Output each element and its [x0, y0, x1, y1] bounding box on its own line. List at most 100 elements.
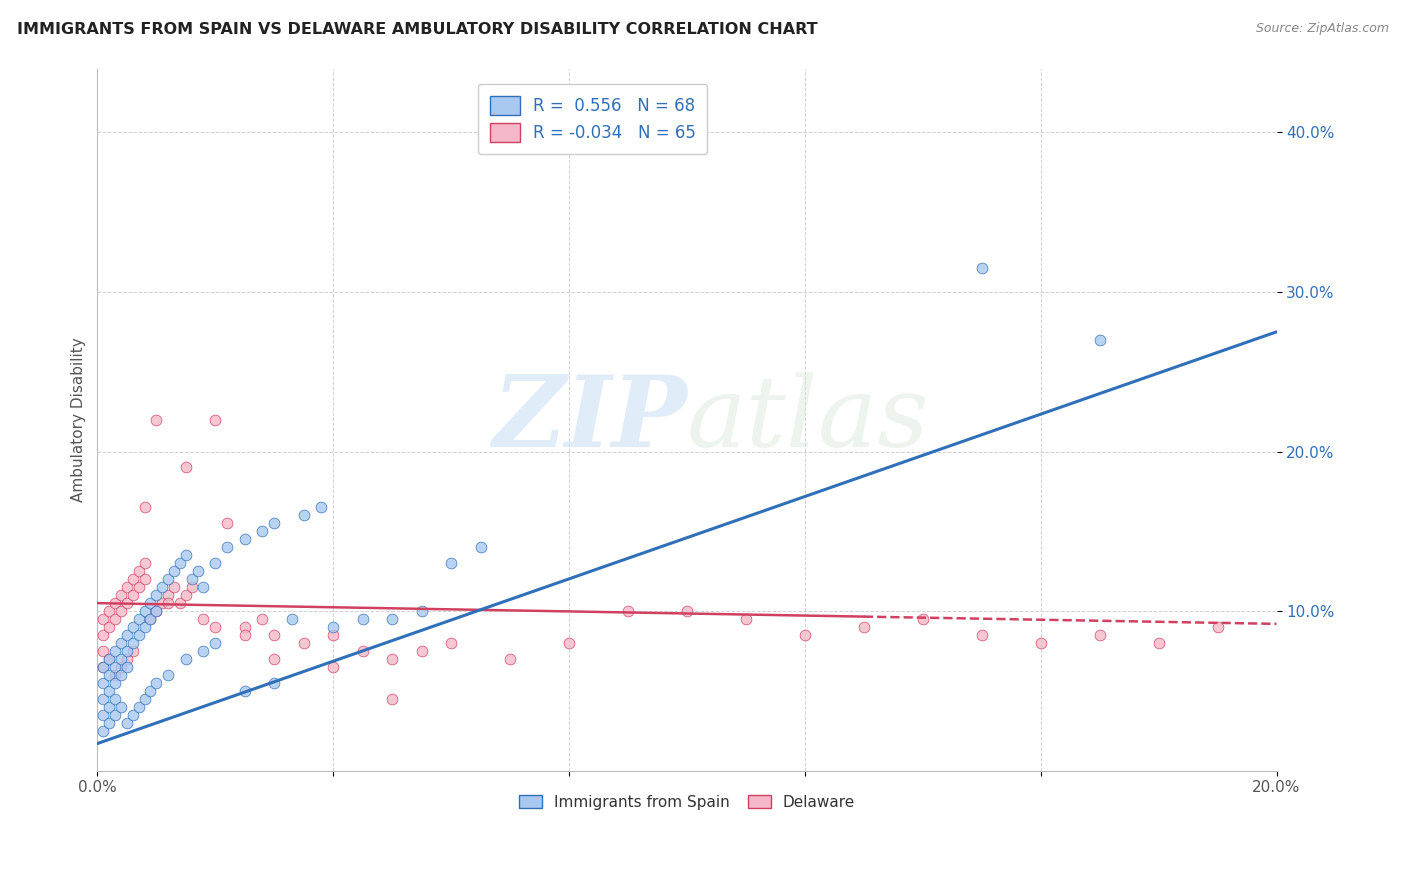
- Point: [110, 652, 132, 666]
- Point: [558, 636, 581, 650]
- Point: [91, 644, 114, 658]
- Point: [263, 628, 285, 642]
- Point: [322, 620, 344, 634]
- Point: [381, 612, 404, 626]
- Point: [98, 684, 121, 698]
- Point: [98, 620, 121, 634]
- Point: [263, 676, 285, 690]
- Point: [115, 652, 138, 666]
- Point: [163, 564, 186, 578]
- Point: [91, 723, 114, 738]
- Point: [104, 644, 127, 658]
- Point: [145, 588, 167, 602]
- Point: [157, 572, 180, 586]
- Point: [169, 556, 191, 570]
- Point: [98, 604, 121, 618]
- Point: [233, 628, 256, 642]
- Point: [215, 541, 238, 555]
- Point: [98, 652, 121, 666]
- Point: [169, 596, 191, 610]
- Point: [970, 260, 993, 275]
- Point: [281, 612, 304, 626]
- Point: [134, 556, 156, 570]
- Y-axis label: Ambulatory Disability: Ambulatory Disability: [72, 337, 86, 502]
- Point: [145, 676, 167, 690]
- Point: [145, 412, 167, 426]
- Point: [121, 620, 143, 634]
- Point: [180, 580, 202, 594]
- Point: [115, 660, 138, 674]
- Point: [204, 556, 226, 570]
- Point: [104, 612, 127, 626]
- Point: [263, 652, 285, 666]
- Point: [91, 628, 114, 642]
- Text: Source: ZipAtlas.com: Source: ZipAtlas.com: [1256, 22, 1389, 36]
- Point: [157, 668, 180, 682]
- Point: [233, 684, 256, 698]
- Point: [115, 596, 138, 610]
- Point: [139, 684, 162, 698]
- Point: [411, 604, 433, 618]
- Point: [1029, 636, 1052, 650]
- Point: [134, 691, 156, 706]
- Point: [174, 548, 197, 562]
- Point: [128, 612, 150, 626]
- Point: [110, 699, 132, 714]
- Point: [1147, 636, 1170, 650]
- Point: [98, 652, 121, 666]
- Point: [174, 588, 197, 602]
- Point: [115, 715, 138, 730]
- Point: [292, 508, 315, 523]
- Point: [139, 612, 162, 626]
- Point: [104, 676, 127, 690]
- Point: [381, 652, 404, 666]
- Point: [128, 628, 150, 642]
- Point: [115, 580, 138, 594]
- Point: [411, 644, 433, 658]
- Point: [322, 660, 344, 674]
- Point: [110, 636, 132, 650]
- Point: [233, 620, 256, 634]
- Point: [104, 707, 127, 722]
- Point: [911, 612, 934, 626]
- Point: [676, 604, 699, 618]
- Point: [104, 596, 127, 610]
- Point: [617, 604, 640, 618]
- Point: [121, 707, 143, 722]
- Point: [311, 500, 333, 515]
- Point: [98, 715, 121, 730]
- Point: [352, 644, 374, 658]
- Point: [110, 668, 132, 682]
- Point: [128, 699, 150, 714]
- Point: [440, 636, 463, 650]
- Point: [91, 660, 114, 674]
- Point: [110, 660, 132, 674]
- Point: [381, 691, 404, 706]
- Point: [187, 564, 209, 578]
- Point: [180, 572, 202, 586]
- Point: [174, 460, 197, 475]
- Point: [115, 628, 138, 642]
- Point: [128, 564, 150, 578]
- Legend: Immigrants from Spain, Delaware: Immigrants from Spain, Delaware: [513, 789, 862, 815]
- Point: [104, 668, 127, 682]
- Point: [134, 620, 156, 634]
- Text: IMMIGRANTS FROM SPAIN VS DELAWARE AMBULATORY DISABILITY CORRELATION CHART: IMMIGRANTS FROM SPAIN VS DELAWARE AMBULA…: [17, 22, 817, 37]
- Point: [98, 699, 121, 714]
- Point: [1206, 620, 1229, 634]
- Point: [215, 516, 238, 531]
- Point: [193, 644, 215, 658]
- Point: [252, 612, 274, 626]
- Point: [440, 556, 463, 570]
- Point: [91, 707, 114, 722]
- Point: [157, 588, 180, 602]
- Point: [121, 636, 143, 650]
- Text: atlas: atlas: [688, 372, 929, 467]
- Point: [793, 628, 815, 642]
- Point: [735, 612, 758, 626]
- Text: ZIP: ZIP: [492, 371, 688, 467]
- Point: [252, 524, 274, 539]
- Point: [134, 604, 156, 618]
- Point: [98, 668, 121, 682]
- Point: [121, 572, 143, 586]
